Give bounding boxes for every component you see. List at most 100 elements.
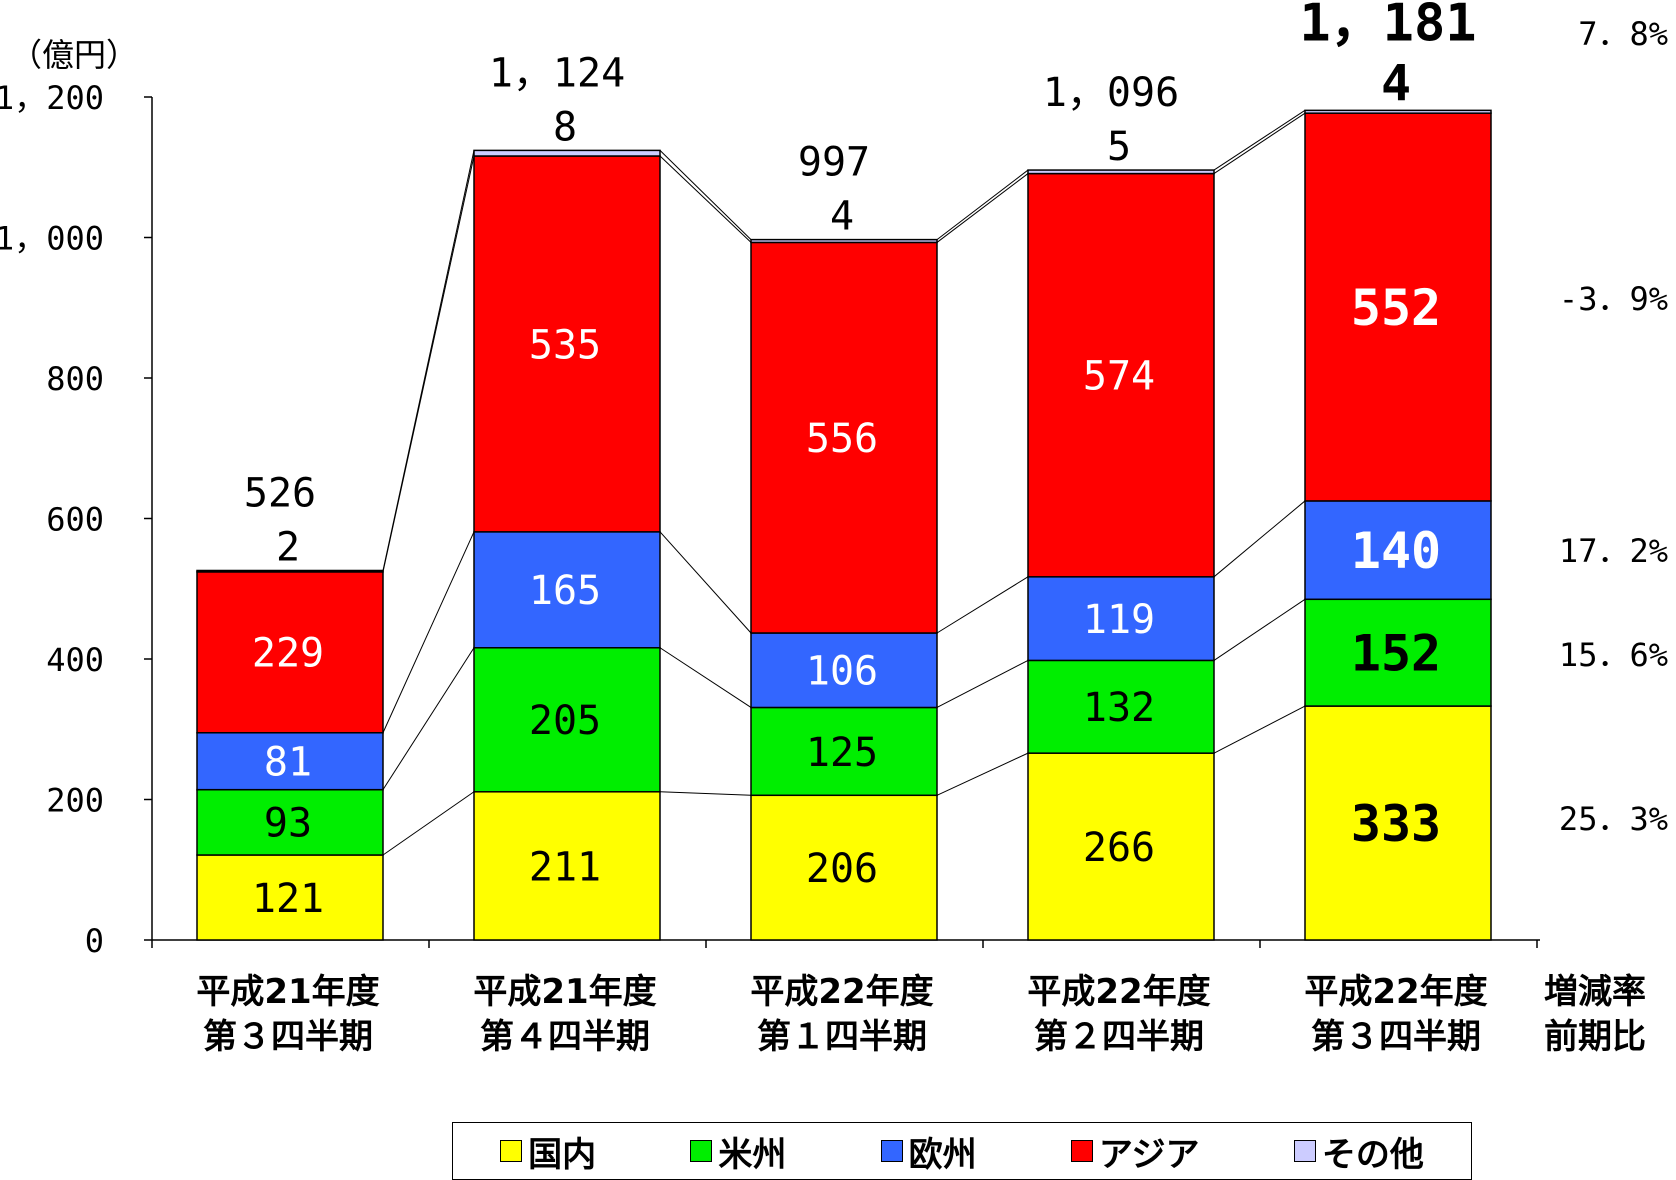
legend-swatch xyxy=(1293,1140,1316,1162)
data-label: 535 xyxy=(529,322,601,368)
legend-swatch xyxy=(880,1140,903,1162)
connector-line xyxy=(382,531,475,733)
bar-segment xyxy=(1027,752,1215,941)
connector-line xyxy=(659,791,752,796)
bar-segment xyxy=(196,732,384,791)
connector-line xyxy=(1213,109,1306,171)
legend-item: アジア xyxy=(1070,1127,1200,1176)
growth-header-line-2: 前期比 xyxy=(1544,1017,1646,1057)
category-label: 平成21年度 xyxy=(196,972,379,1012)
category-label: 平成21年度 xyxy=(473,972,656,1012)
category-label: 平成22年度 xyxy=(1027,972,1210,1012)
legend-swatch xyxy=(690,1140,713,1162)
growth-header-line-1: 増減率 xyxy=(1544,972,1646,1012)
bar-segment xyxy=(750,238,938,244)
legend-item: 欧州 xyxy=(880,1127,977,1176)
y-tick-label: 200 xyxy=(46,782,104,820)
data-label: 165 xyxy=(529,568,601,614)
bar-segment xyxy=(473,155,661,533)
total-label: 1，124 xyxy=(489,50,625,96)
category-label: 平成22年度 xyxy=(750,972,933,1012)
data-label: 266 xyxy=(1083,825,1155,871)
data-label: 93 xyxy=(264,801,312,847)
y-tick-label: 800 xyxy=(46,360,104,398)
data-label: 229 xyxy=(252,631,324,677)
y-tick-label: 600 xyxy=(46,501,104,539)
y-tick-label: 400 xyxy=(46,641,104,679)
bar-segment xyxy=(196,854,384,941)
data-labels: 121 211 206 266 333 93 205 125 132 152 81 165 106 119… xyxy=(244,0,1477,922)
bar-segment xyxy=(1027,172,1215,578)
bar-segment xyxy=(1027,576,1215,662)
data-label: 140 xyxy=(1351,522,1441,580)
legend-label: その他 xyxy=(1321,1134,1424,1175)
data-label: 574 xyxy=(1083,354,1155,400)
data-label: 81 xyxy=(264,740,312,786)
connector-line xyxy=(936,752,1029,796)
connector-line xyxy=(382,791,475,856)
y-tick-label: 1，200 xyxy=(0,79,104,117)
bar-segment xyxy=(1304,598,1492,707)
data-label: 2 xyxy=(276,524,300,570)
data-label: 211 xyxy=(529,844,601,890)
data-label: 552 xyxy=(1351,279,1441,337)
data-label: 205 xyxy=(529,698,601,744)
connector-line xyxy=(1213,112,1306,174)
bar-segment xyxy=(473,791,661,941)
connector-line xyxy=(382,150,475,571)
category-label: 第３四半期 xyxy=(1311,1017,1481,1057)
bar-segment xyxy=(473,647,661,793)
connector-line xyxy=(1213,598,1306,661)
data-label: 125 xyxy=(806,730,878,776)
legend-label: 欧州 xyxy=(908,1134,977,1175)
connector-line xyxy=(1213,500,1306,578)
total-label: 997 xyxy=(798,140,870,186)
bar-segment xyxy=(750,794,938,941)
legend-swatch xyxy=(500,1140,523,1162)
data-label: 4 xyxy=(830,194,854,240)
connector-line xyxy=(936,173,1029,243)
data-label: 5 xyxy=(1107,124,1131,170)
data-label: 119 xyxy=(1083,597,1155,643)
connector-line xyxy=(1213,705,1306,754)
legend-item: 米州 xyxy=(690,1127,786,1176)
growth-rate-label: -3．9% xyxy=(1559,280,1668,318)
data-label: 106 xyxy=(806,649,878,695)
data-label: 556 xyxy=(806,416,878,462)
data-label: 152 xyxy=(1351,625,1441,683)
legend-label: アジア xyxy=(1098,1134,1200,1175)
connector-line xyxy=(936,169,1029,241)
total-label: 1，181 xyxy=(1299,0,1476,53)
growth-rate-column: 増減率 前期比 7．8% -3．9% 17．2% 15．6% 25．3% xyxy=(1544,15,1668,1057)
growth-rate-label: 15．6% xyxy=(1559,636,1668,674)
y-axis-unit-label: （億円） xyxy=(10,36,138,74)
connector-line xyxy=(659,647,752,708)
legend-label: 国内 xyxy=(528,1134,597,1175)
connector-line xyxy=(936,576,1029,634)
bar-segment xyxy=(196,788,384,856)
category-label: 平成22年度 xyxy=(1304,972,1487,1012)
category-label: 第１四半期 xyxy=(757,1017,927,1057)
axes: 0 200 400 600 800 1，000 1，200 xyxy=(0,79,1540,960)
total-label: 526 xyxy=(244,470,316,516)
y-tick-label: 0 xyxy=(85,922,104,960)
connector-line xyxy=(936,659,1029,708)
legend-item: 国内 xyxy=(500,1127,596,1176)
growth-rate-label: 25．3% xyxy=(1559,800,1668,838)
bar-segment xyxy=(750,632,938,709)
bar-segment xyxy=(1304,109,1492,114)
bar-segment xyxy=(1027,169,1215,175)
connector-line xyxy=(659,531,752,634)
series-connector-lines xyxy=(382,109,1306,856)
data-label: 206 xyxy=(806,846,878,892)
connector-line xyxy=(382,647,475,790)
y-tick-label: 1，000 xyxy=(0,220,104,258)
bar-segment xyxy=(1304,705,1492,941)
data-label: 4 xyxy=(1381,54,1411,112)
category-label: 第２四半期 xyxy=(1034,1017,1204,1057)
bar-segment xyxy=(1027,659,1215,754)
connector-line xyxy=(659,150,752,240)
bar-segment xyxy=(750,706,938,797)
